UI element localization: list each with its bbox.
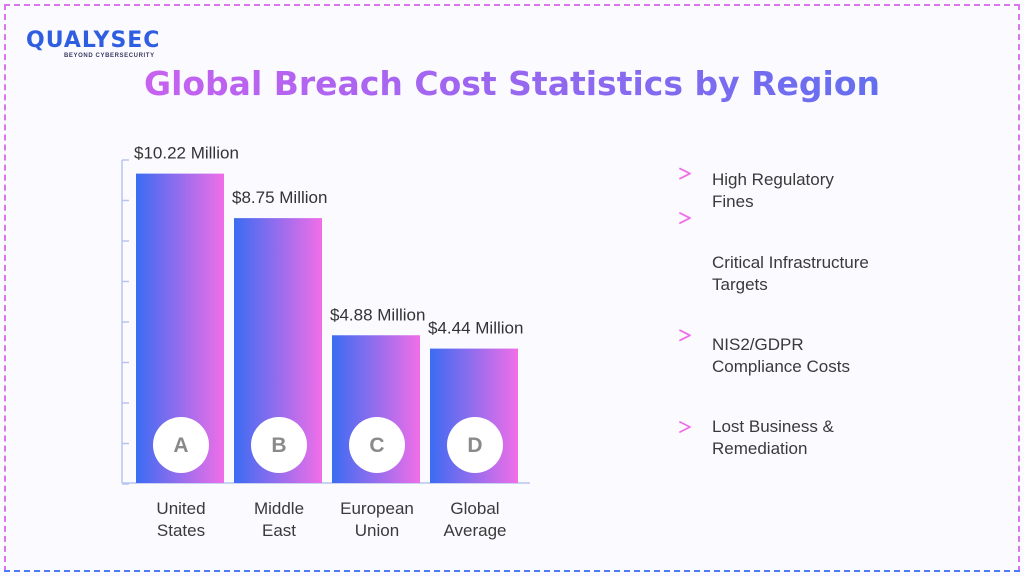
bar-badge bbox=[349, 417, 405, 473]
category-label: European Union bbox=[340, 499, 414, 540]
bar-value-label: $8.75 Million bbox=[232, 188, 327, 207]
annotation-text: NIS2/GDPR Compliance Costs bbox=[712, 335, 850, 376]
bar-badge bbox=[251, 417, 307, 473]
bar-badge-letter: C bbox=[369, 434, 384, 457]
bar-badge-letter: D bbox=[467, 434, 482, 457]
category-label: Global Average bbox=[443, 499, 506, 540]
annotation-text: Lost Business & Remediation bbox=[712, 417, 835, 458]
bar-badge bbox=[153, 417, 209, 473]
page-frame-bottom bbox=[4, 570, 1020, 572]
bar-value-label: $10.22 Million bbox=[134, 144, 239, 163]
arrow-head-icon bbox=[679, 167, 691, 180]
page-title: Global Breach Cost Statistics by Region bbox=[0, 64, 1024, 103]
bar-value-label: $4.44 Million bbox=[428, 319, 523, 338]
logo-tagline: BEYOND CYBERSECURITY bbox=[64, 53, 155, 59]
arrow-head-icon bbox=[679, 421, 691, 433]
annotation-text: Critical Infrastructure Targets bbox=[712, 253, 869, 294]
bar-badge-letter: B bbox=[271, 434, 286, 457]
category-label: United States bbox=[156, 499, 205, 540]
bar-badge-letter: A bbox=[173, 434, 188, 457]
logo-text: QUALYSEC bbox=[26, 28, 161, 53]
bar-value-label: $4.88 Million bbox=[330, 305, 425, 324]
arrow-head-icon bbox=[679, 329, 691, 342]
category-label: Middle East bbox=[254, 499, 304, 540]
arrow-head-icon bbox=[679, 212, 691, 225]
brand-logo: QUALYSEC BEYOND CYBERSECURITY bbox=[26, 28, 166, 62]
annotation-text: High Regulatory Fines bbox=[712, 170, 834, 211]
bar-badge bbox=[447, 417, 503, 473]
